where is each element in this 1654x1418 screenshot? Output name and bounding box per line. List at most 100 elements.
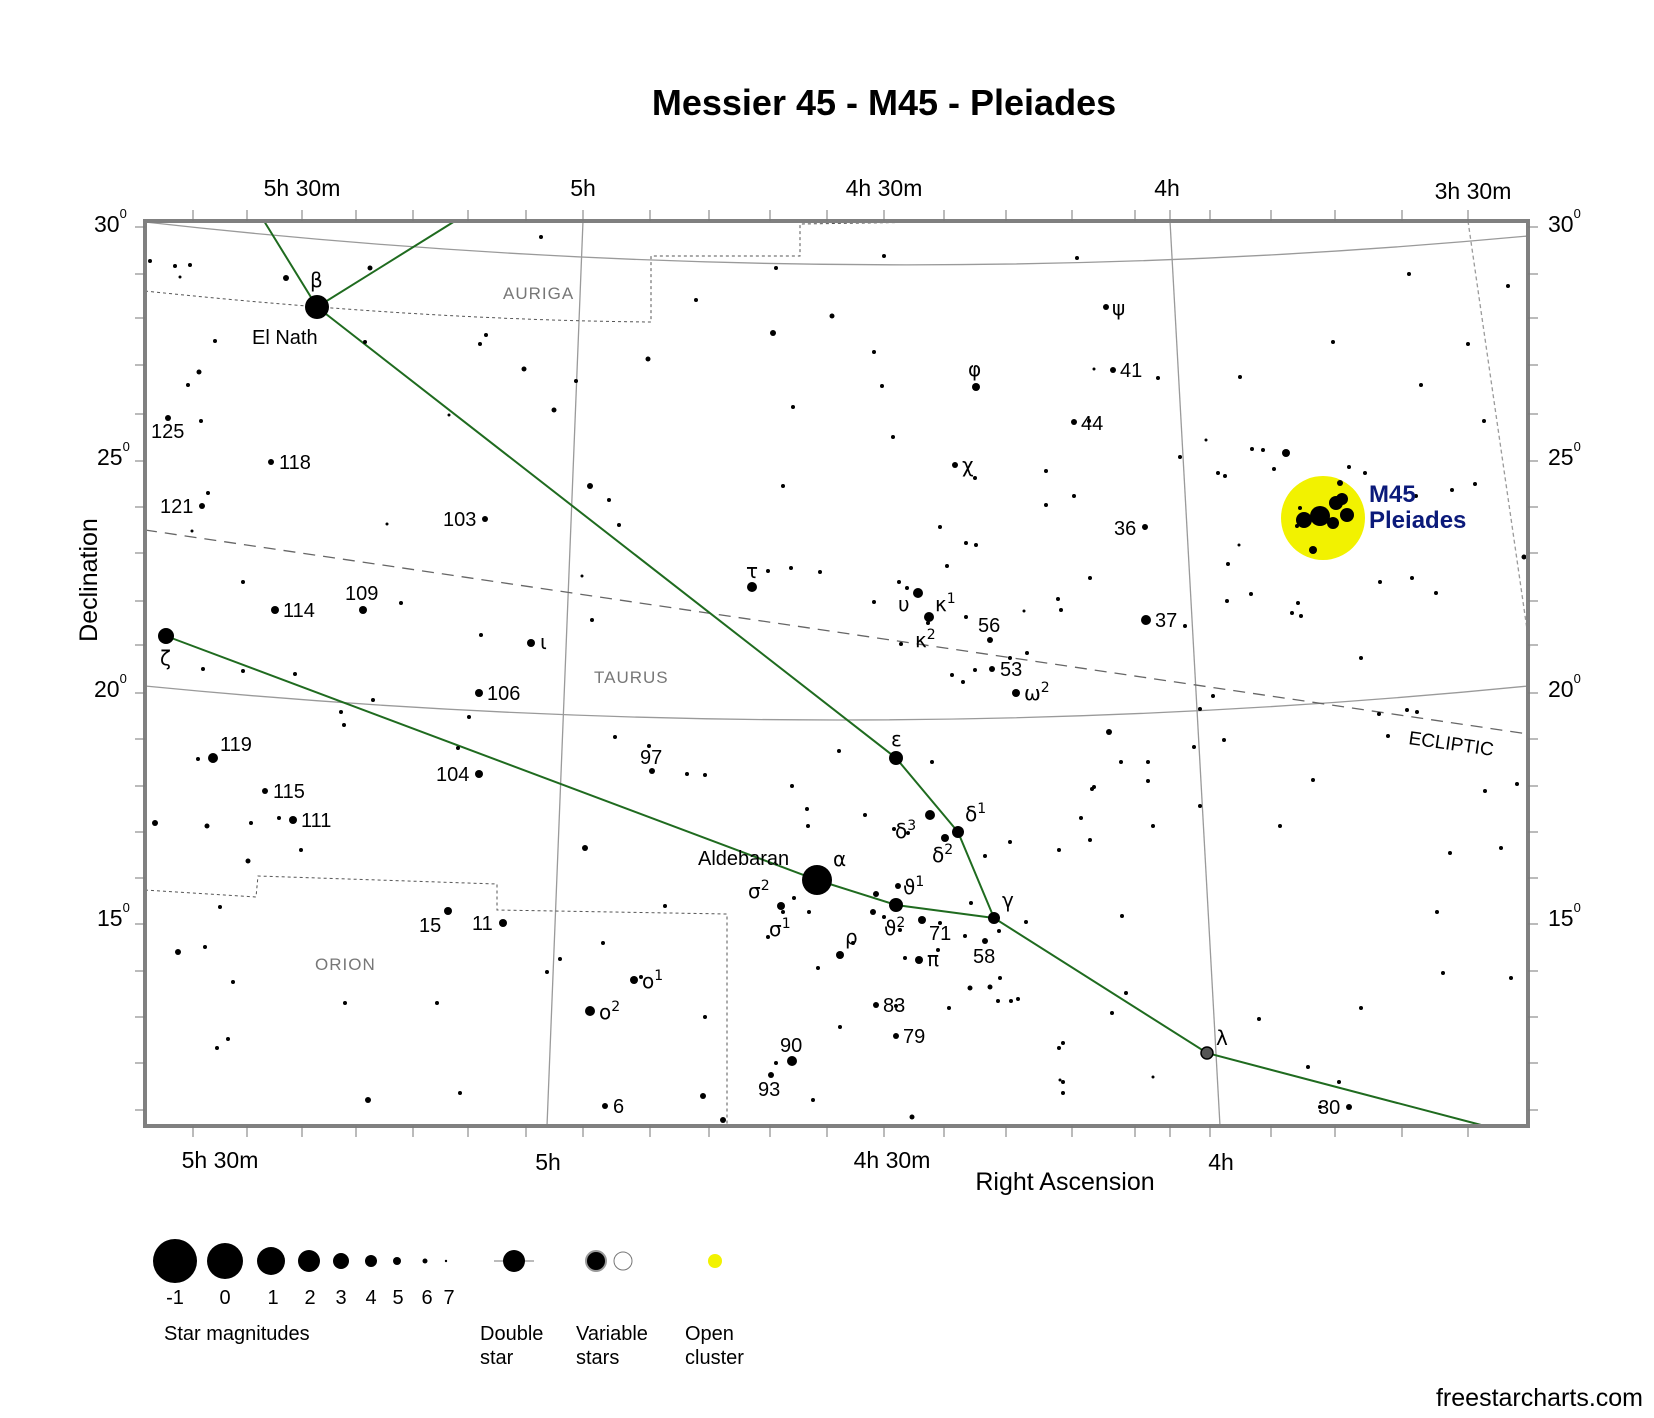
label-30: 30 [1318,1097,1340,1119]
star-83 [873,1002,879,1008]
field-star [1347,465,1351,469]
field-star [1407,272,1411,276]
field-star [1473,482,1477,486]
open-cluster-caption-1: Open [685,1323,734,1345]
field-star [574,379,578,383]
star-psi [1103,304,1109,310]
label-delta1: δ1 [965,801,986,826]
star-upsilon [913,588,923,598]
field-star [945,564,949,568]
label-omega2: ω2 [1024,680,1050,705]
field-star [851,941,855,945]
label-omicron1: ο1 [642,968,663,993]
star-sigma1 [781,910,785,914]
field-star [245,858,251,864]
label-tau: τ [746,559,758,583]
labeled-stars [158,295,1352,1110]
field-star [226,1037,230,1041]
star-aldebaran [802,865,832,895]
field-star [700,1093,706,1099]
mag-dot-5 [393,1257,401,1265]
field-star [1448,851,1452,855]
star-114 [271,606,279,614]
field-star [213,339,217,343]
field-star [196,369,202,375]
field-star [148,259,152,263]
field-star [1192,745,1196,749]
star-kappa1 [924,612,934,622]
field-star [791,405,795,409]
field-star [1110,1011,1114,1015]
field-star [1044,469,1048,473]
field-star [1377,712,1381,716]
field-star [774,266,778,270]
double-star-caption-1: Double [480,1323,543,1345]
ecliptic-line [144,529,1529,735]
field-star [1106,729,1112,735]
field-star [997,929,1001,933]
star-phi [972,383,980,391]
mag-dot-3 [333,1253,349,1269]
field-star [1415,710,1419,714]
label-delta3: δ3 [895,818,916,843]
chart-title: Messier 45 - M45 - Pleiades [652,82,1116,123]
field-star [837,749,841,753]
field-star [1278,824,1282,828]
constellation-lines [165,220,1486,1127]
field-star [996,999,1000,1003]
star-115 [262,788,268,794]
dec-right-30: 300 [1548,206,1581,237]
field-star [1506,284,1510,288]
ra-top-5h: 5h [570,175,596,201]
field-star [587,483,593,489]
label-53: 53 [1000,659,1022,681]
label-44: 44 [1081,413,1103,435]
field-star [1222,738,1226,742]
field-star [215,1046,219,1050]
field-star [1386,734,1390,738]
coordinate-grid [144,220,1531,1127]
star-omicron1 [630,976,638,984]
ra-bottom-4h30m: 4h 30m [854,1147,931,1173]
field-star [458,1091,462,1095]
field-star [781,484,785,488]
field-star [1061,1091,1065,1095]
field-star [1088,838,1092,842]
field-star [873,891,879,897]
field-star [1363,471,1367,475]
mag-dot-2 [298,1250,320,1272]
dec-right-15: 150 [1548,900,1581,931]
mag-label-6: 6 [421,1287,432,1309]
field-star [964,541,968,545]
field-star [204,823,210,829]
field-star [203,945,207,949]
field-star [1008,840,1012,844]
field-star [897,580,901,584]
ra-top-4h30m: 4h 30m [846,175,923,201]
field-star [1318,1105,1322,1109]
field-star [1419,383,1423,387]
label-kappa2: κ2 [915,627,936,652]
field-star [936,948,940,952]
field-star [580,574,584,578]
field-star [909,1114,915,1120]
field-star [770,330,776,336]
ra-top-ticks: 5h 30m 5h 4h 30m 4h 3h 30m [264,175,1512,204]
field-star [870,909,876,915]
pleiades-star [1336,493,1348,505]
field-star [774,1061,778,1065]
star-pi [915,956,923,964]
pleiades-star [1310,506,1330,526]
star-93 [768,1072,774,1078]
dec-right-20: 200 [1548,671,1581,702]
field-star [1331,340,1335,344]
field-star [218,905,222,909]
star-44 [1071,419,1077,425]
label-83: 83 [883,995,905,1017]
field-star [792,896,796,900]
field-star [173,264,177,268]
star-zeta [158,628,174,644]
field-star [521,366,527,372]
label-aldebaran: Aldebaran [698,848,789,870]
field-star [950,673,954,677]
